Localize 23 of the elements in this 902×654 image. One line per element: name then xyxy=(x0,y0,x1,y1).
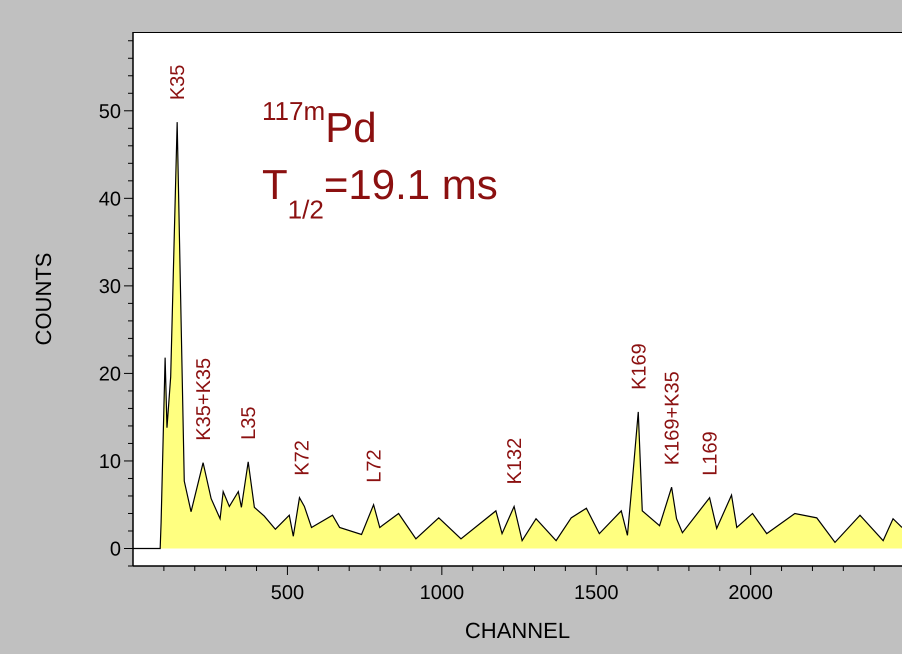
y-tick-label: 20 xyxy=(98,363,121,386)
x-tick-label: 2000 xyxy=(728,582,773,604)
y-tick-label: 30 xyxy=(98,276,121,298)
y-tick-label: 40 xyxy=(98,188,121,210)
y-tick-label: 50 xyxy=(98,100,121,123)
annotation: K132 xyxy=(504,438,526,484)
annotation: K72 xyxy=(291,440,314,476)
y-tick-label: 10 xyxy=(98,450,121,473)
annotation: L35 xyxy=(238,406,260,440)
x-tick-label: 500 xyxy=(270,582,304,604)
y-axis-title: COUNTS xyxy=(31,252,57,346)
annotation: K35 xyxy=(167,64,190,100)
annotation: K169 xyxy=(628,343,650,390)
y-tick-label: 0 xyxy=(110,538,121,560)
annotation: $^{117m}$Pd xyxy=(262,96,377,152)
annotation: L169 xyxy=(700,431,722,476)
x-axis-title: CHANNEL xyxy=(464,618,572,644)
annotation: K35+K35 xyxy=(193,358,216,441)
annotation: K169+K35 xyxy=(662,371,684,466)
annotation: L72 xyxy=(364,449,386,483)
annotation: T$_{1/2}$=19.1 ms xyxy=(262,161,498,225)
x-tick-label: 1500 xyxy=(574,582,619,604)
x-tick-label: 1000 xyxy=(420,582,464,604)
